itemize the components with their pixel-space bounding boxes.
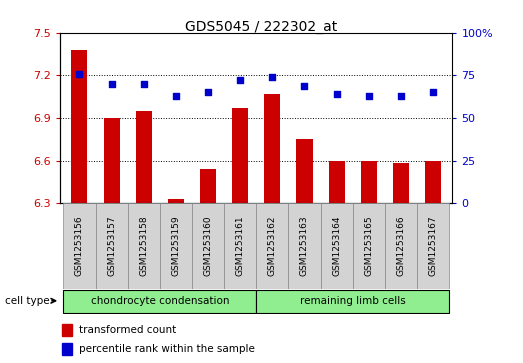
Point	[236, 78, 244, 83]
Text: GSM1253167: GSM1253167	[429, 216, 438, 276]
Bar	[328, 160, 345, 203]
Bar	[200, 169, 216, 203]
Point	[204, 90, 212, 95]
Text: GSM1253166: GSM1253166	[396, 216, 405, 276]
Bar	[288, 203, 321, 289]
Bar	[232, 108, 248, 203]
Point	[333, 91, 341, 97]
Bar	[224, 203, 256, 289]
Text: percentile rank within the sample: percentile rank within the sample	[79, 344, 255, 354]
Text: GDS5045 / 222302_at: GDS5045 / 222302_at	[185, 20, 338, 34]
Bar	[321, 203, 353, 289]
Text: cell type: cell type	[5, 296, 50, 306]
Text: GSM1253159: GSM1253159	[172, 216, 180, 276]
Text: transformed count: transformed count	[79, 325, 176, 335]
Bar	[297, 139, 313, 203]
Point	[365, 93, 373, 99]
Bar	[63, 343, 72, 355]
Bar	[63, 290, 256, 313]
Text: GSM1253162: GSM1253162	[268, 216, 277, 276]
Point	[172, 93, 180, 99]
Point	[107, 81, 116, 87]
Text: GSM1253158: GSM1253158	[139, 216, 148, 276]
Text: GSM1253160: GSM1253160	[203, 216, 212, 276]
Text: GSM1253156: GSM1253156	[75, 216, 84, 276]
Text: GSM1253164: GSM1253164	[332, 216, 341, 276]
Bar	[135, 111, 152, 203]
Bar	[104, 118, 120, 203]
Point	[429, 90, 437, 95]
Text: GSM1253161: GSM1253161	[236, 216, 245, 276]
Text: GSM1253157: GSM1253157	[107, 216, 116, 276]
Point	[140, 81, 148, 87]
Text: GSM1253165: GSM1253165	[365, 216, 373, 276]
Point	[397, 93, 405, 99]
Bar	[256, 290, 449, 313]
Bar	[160, 203, 192, 289]
Bar	[385, 203, 417, 289]
Bar	[361, 160, 377, 203]
Bar	[192, 203, 224, 289]
Text: chondrocyte condensation: chondrocyte condensation	[90, 296, 229, 306]
Point	[300, 83, 309, 89]
Bar	[256, 203, 288, 289]
Bar	[128, 203, 160, 289]
Bar	[417, 203, 449, 289]
Bar	[353, 203, 385, 289]
Bar	[63, 203, 96, 289]
Bar	[72, 50, 87, 203]
Bar	[96, 203, 128, 289]
Point	[75, 71, 84, 77]
Text: remaining limb cells: remaining limb cells	[300, 296, 406, 306]
Bar	[425, 160, 441, 203]
Bar	[393, 163, 409, 203]
Bar	[168, 199, 184, 203]
Point	[268, 74, 277, 80]
Text: GSM1253163: GSM1253163	[300, 216, 309, 276]
Bar	[264, 94, 280, 203]
Bar	[63, 324, 72, 336]
